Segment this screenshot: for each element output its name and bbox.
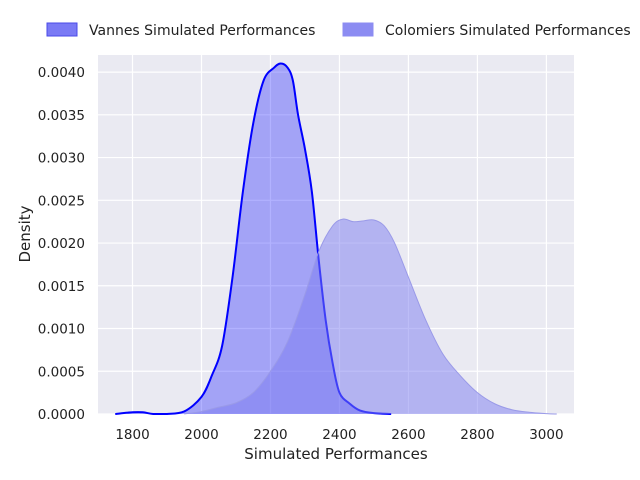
x-tick-label: 2000 <box>184 427 218 443</box>
y-axis-label: Density <box>16 205 34 262</box>
density-areas <box>115 62 557 416</box>
y-tick-label: 0.0005 <box>38 364 85 380</box>
y-tick-label: 0.0020 <box>38 236 85 252</box>
x-tick-label: 2600 <box>391 427 425 443</box>
x-tick-label: 2800 <box>460 427 494 443</box>
density-area-colomiers <box>184 219 557 414</box>
y-tick-label: 0.0030 <box>38 151 85 167</box>
y-tick-label: 0.0000 <box>38 407 85 423</box>
y-tick-label: 0.0010 <box>38 322 85 338</box>
y-tick-label: 0.0040 <box>38 65 85 81</box>
x-tick-labels: 1800 2000 2200 2400 2600 2800 3000 <box>115 427 563 443</box>
legend-swatch-colomiers <box>342 22 374 37</box>
y-tick-label: 0.0025 <box>38 193 85 209</box>
legend: Vannes Simulated Performances Colomiers … <box>46 22 631 39</box>
x-axis-label: Simulated Performances <box>244 445 428 463</box>
x-tick-label: 3000 <box>529 427 563 443</box>
legend-label-colomiers: Colomiers Simulated Performances <box>385 23 631 39</box>
legend-swatch-vannes <box>46 22 78 37</box>
y-tick-labels: 0.0000 0.0005 0.0010 0.0015 0.0020 0.0025 0.00… <box>38 65 85 423</box>
x-tick-label: 1800 <box>115 427 149 443</box>
x-tick-label: 2400 <box>322 427 356 443</box>
legend-label-vannes: Vannes Simulated Performances <box>89 23 315 39</box>
density-line-colomiers <box>184 218 557 415</box>
y-tick-label: 0.0015 <box>38 279 85 295</box>
x-tick-label: 2200 <box>253 427 287 443</box>
y-tick-label: 0.0035 <box>38 108 85 124</box>
